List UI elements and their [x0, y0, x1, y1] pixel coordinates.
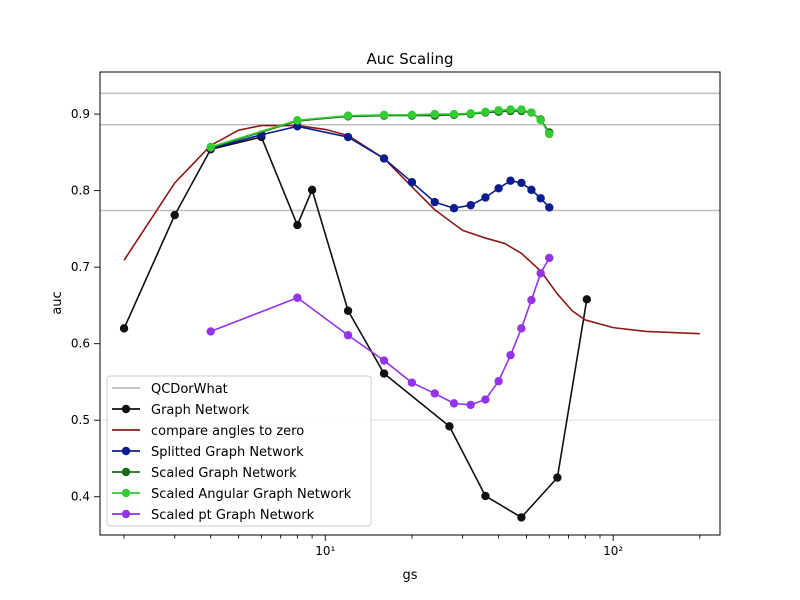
- data-point: [536, 194, 545, 203]
- legend-box: [106, 375, 372, 527]
- data-point: [170, 210, 179, 220]
- data-point: [582, 295, 592, 304]
- y-tick-label: 0.7: [71, 260, 90, 274]
- plot-area: [100, 92, 720, 522]
- chart-title: Auc Scaling: [366, 50, 453, 68]
- data-point: [430, 109, 439, 119]
- data-point: [307, 185, 317, 195]
- data-point: [343, 132, 353, 142]
- data-point: [466, 200, 475, 210]
- y-tick-label: 0.4: [71, 490, 90, 504]
- data-point: [481, 491, 490, 501]
- data-point: [379, 110, 389, 120]
- data-point: [407, 110, 417, 120]
- legend-label: Scaled Graph Network: [151, 466, 297, 481]
- data-point: [527, 185, 536, 195]
- x-axis: 10¹ 10²: [123, 535, 701, 558]
- legend-label: Scaled pt Graph Network: [151, 508, 315, 523]
- legend-swatch-marker: [121, 404, 131, 414]
- data-point: [293, 293, 302, 302]
- data-point: [343, 331, 353, 340]
- data-point: [206, 327, 215, 336]
- data-point: [407, 178, 417, 187]
- data-point: [545, 203, 554, 212]
- data-point: [293, 116, 302, 125]
- plot-frame: [99, 71, 721, 536]
- data-point: [481, 107, 490, 116]
- x-tick-label: 10¹: [315, 544, 335, 558]
- data-point: [494, 184, 503, 193]
- data-point: [293, 220, 302, 230]
- data-point: [481, 193, 490, 202]
- data-point: [445, 422, 454, 431]
- data-point: [430, 389, 439, 398]
- legend-label: QCDorWhat: [151, 382, 228, 397]
- y-tick-label: 0.9: [71, 107, 90, 121]
- series-group: [206, 122, 554, 213]
- data-point: [449, 399, 459, 408]
- data-point: [466, 400, 475, 410]
- data-point: [553, 473, 562, 482]
- y-axis-label: auc: [50, 291, 65, 314]
- legend-label: Splitted Graph Network: [151, 445, 304, 460]
- series-layer: [119, 105, 700, 522]
- legend-swatch-marker: [121, 509, 131, 519]
- data-point: [466, 109, 475, 118]
- data-point: [407, 378, 417, 387]
- data-point: [379, 369, 389, 378]
- data-point: [379, 154, 389, 163]
- data-point: [343, 306, 353, 315]
- data-point: [506, 350, 515, 360]
- data-point: [527, 108, 536, 117]
- y-tick-label: 0.8: [71, 184, 90, 198]
- legend-swatch-marker: [121, 467, 131, 477]
- data-point: [527, 295, 536, 305]
- data-point: [206, 142, 215, 152]
- series-group: [206, 253, 554, 410]
- series-line: [123, 124, 700, 335]
- data-point: [494, 376, 503, 386]
- y-tick-label: 0.6: [71, 337, 90, 351]
- data-point: [449, 109, 459, 119]
- x-axis-label: gs: [402, 568, 417, 583]
- series-group: [206, 105, 554, 152]
- data-point: [517, 513, 526, 522]
- y-tick-label: 0.5: [71, 413, 90, 427]
- data-point: [545, 129, 554, 139]
- data-point: [506, 105, 515, 114]
- legend: QCDorWhat Graph Network compare angles to …: [106, 375, 372, 527]
- legend-label: Scaled Angular Graph Network: [151, 487, 352, 502]
- data-point: [481, 395, 490, 404]
- data-point: [517, 324, 526, 333]
- data-point: [536, 269, 545, 278]
- series-group: [123, 124, 700, 335]
- data-point: [536, 116, 545, 125]
- data-point: [517, 105, 526, 114]
- x-tick-label: 10²: [603, 544, 623, 558]
- data-point: [545, 253, 554, 263]
- legend-label: compare angles to zero: [151, 424, 304, 439]
- data-point: [449, 204, 459, 213]
- legend-label: Graph Network: [151, 403, 250, 418]
- legend-swatch-marker: [121, 488, 131, 498]
- data-point: [343, 111, 353, 120]
- data-point: [430, 197, 439, 207]
- legend-swatch-marker: [121, 446, 131, 456]
- y-axis: 0.4 0.5 0.6 0.7 0.8 0.9: [71, 107, 100, 504]
- data-point: [379, 356, 389, 365]
- data-point: [506, 176, 515, 185]
- data-point: [517, 178, 526, 188]
- data-point: [119, 324, 129, 333]
- series-line: [210, 125, 550, 210]
- data-point: [494, 106, 503, 115]
